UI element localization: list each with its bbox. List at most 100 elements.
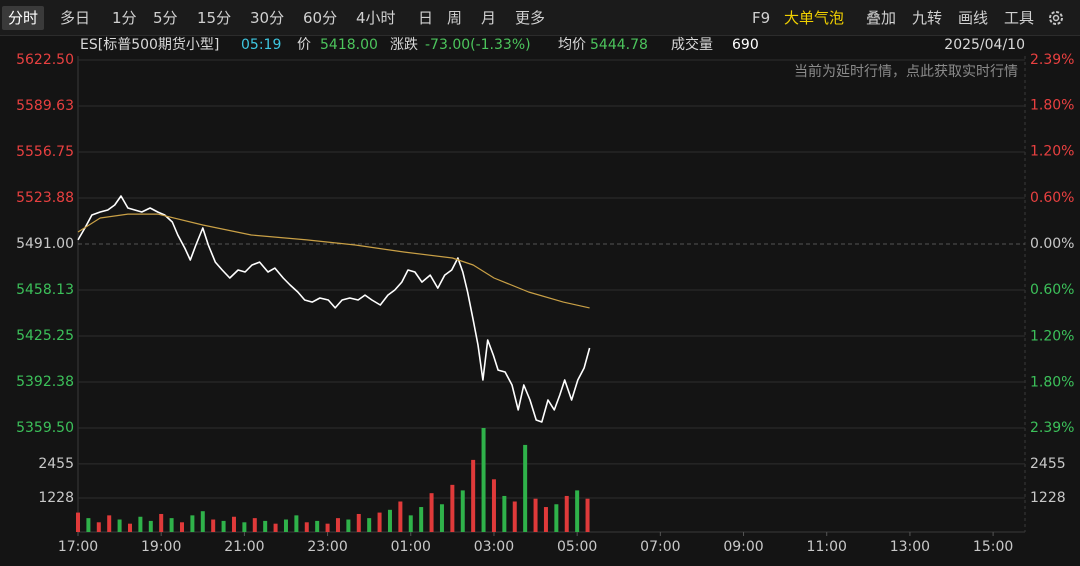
x-tick-label: 13:00 [890, 539, 930, 555]
volume-bar [179, 522, 184, 532]
toolbar-button[interactable]: F9 [752, 9, 771, 27]
change: -73.00(-1.33%) [425, 37, 531, 53]
y-tick-label: 1228 [38, 490, 74, 506]
volume-bar [543, 507, 548, 532]
x-tick-label: 21:00 [224, 539, 264, 555]
x-tick-label: 19:00 [141, 539, 181, 555]
volume-bar [304, 522, 309, 532]
toolbar-button[interactable]: 60分 [303, 9, 338, 27]
avg-price: 5444.78 [590, 37, 648, 53]
y2-tick-label: 0.00% [1030, 236, 1074, 252]
toolbar-button[interactable]: 日 [418, 9, 434, 27]
volume-bar [190, 515, 195, 532]
x-tick-label: 11:00 [807, 539, 847, 555]
y-tick-label: 5589.63 [16, 98, 74, 114]
volume-bar [96, 522, 101, 532]
y-tick-label: 5491.00 [16, 236, 74, 252]
x-tick-label: 17:00 [58, 539, 98, 555]
change-label: 涨跌 [390, 37, 418, 53]
volume-bar [346, 519, 351, 532]
toolbar-button[interactable]: 画线 [958, 9, 989, 27]
x-tick-label: 03:00 [474, 539, 514, 555]
price: 5418.00 [320, 37, 378, 53]
volume-bar [86, 518, 91, 532]
volume-bar [533, 498, 538, 532]
toolbar-button[interactable]: 1分 [112, 9, 137, 27]
y-tick-label-right: 1228 [1030, 490, 1066, 506]
y-tick-label: 5458.13 [16, 282, 74, 298]
x-tick-label: 23:00 [307, 539, 347, 555]
avg-label: 均价 [558, 37, 586, 53]
toolbar-button[interactable]: 叠加 [866, 9, 897, 27]
volume-label: 成交量 [671, 36, 713, 53]
y2-tick-label: 1.80% [1030, 375, 1074, 391]
y2-tick-label: 1.20% [1030, 144, 1074, 160]
volume-bar [471, 459, 476, 532]
x-tick-label: 01:00 [391, 539, 431, 555]
volume-bar [512, 501, 517, 532]
volume-bar [231, 516, 236, 532]
volume-bar [325, 523, 330, 532]
volume-bar [564, 495, 569, 532]
volume-bar [159, 513, 164, 532]
toolbar-button[interactable]: 4小时 [356, 9, 396, 27]
volume-bar [419, 507, 424, 532]
y-tick-label: 5523.88 [16, 190, 74, 206]
volume-bar [169, 518, 174, 532]
delay-notice[interactable]: 当前为延时行情，点此获取实时行情 [794, 63, 1018, 80]
y2-tick-label: 2.39% [1030, 52, 1074, 68]
x-tick-label: 09:00 [723, 539, 763, 555]
volume-bar [502, 495, 507, 532]
volume-bar [367, 518, 372, 532]
volume-bar [76, 512, 80, 532]
price-line [77, 195, 591, 423]
volume-bar [575, 490, 580, 532]
volume-bar [221, 520, 226, 532]
volume-bar [242, 522, 247, 532]
settings-icon[interactable] [1048, 10, 1064, 26]
toolbar-button[interactable]: 30分 [250, 9, 285, 27]
volume-bar [315, 520, 320, 532]
volume-bar [460, 490, 465, 532]
volume-bar [283, 519, 288, 532]
volume-bar [523, 444, 528, 532]
toolbar-button[interactable]: 九转 [912, 9, 943, 27]
volume-bar [117, 519, 122, 532]
volume-bar [450, 484, 455, 532]
y-tick-label: 5359.50 [16, 420, 74, 436]
quote-time: 05:19 [241, 37, 281, 53]
toolbar: 分时 多日 1分 5分 15分 30分 60分 4小时 日周月更多 F9 大单气泡 叠加 九转 画线 工具 [0, 0, 1080, 36]
toolbar-button[interactable]: 工具 [1004, 9, 1035, 27]
toolbar-button[interactable]: 月 [481, 9, 497, 27]
y2-tick-label: 2.39% [1030, 420, 1074, 436]
volume-bar [481, 428, 486, 532]
volume-bar [439, 504, 444, 532]
toolbar-button[interactable]: 多日 [60, 9, 91, 27]
date: 2025/04/10 [944, 37, 1025, 53]
volume-bar [387, 509, 392, 532]
y-tick-label: 5392.38 [16, 374, 74, 390]
x-tick-label: 07:00 [640, 539, 680, 555]
volume-bar [107, 515, 112, 532]
toolbar-button[interactable]: 大单气泡 [784, 9, 845, 27]
volume-bar [398, 501, 403, 532]
volume-bar [585, 498, 590, 532]
y2-tick-label: 1.80% [1030, 97, 1074, 113]
toolbar-button[interactable]: 5分 [153, 9, 178, 27]
price-label: 价 [297, 37, 311, 53]
volume-bar [335, 518, 340, 532]
y-tick-label: 2455 [38, 456, 74, 472]
y-tick-label: 5622.50 [16, 52, 74, 68]
symbol: ES[标普500期货小型] [80, 36, 219, 53]
toolbar-button[interactable]: 周 [447, 9, 463, 27]
toolbar-button[interactable]: 15分 [197, 9, 232, 27]
volume-bar [554, 504, 559, 532]
toolbar-button[interactable]: 更多 [515, 9, 546, 27]
y-tick-label: 5556.75 [16, 144, 74, 160]
toolbar-button[interactable]: 分时 [2, 6, 45, 30]
chart: ES[标普500期货小型] 05:19 价 5418.00 涨跌 -73.00(… [16, 36, 1074, 555]
volume: 690 [732, 37, 759, 53]
volume-bar [200, 511, 205, 532]
y2-tick-label: 1.20% [1030, 328, 1074, 344]
